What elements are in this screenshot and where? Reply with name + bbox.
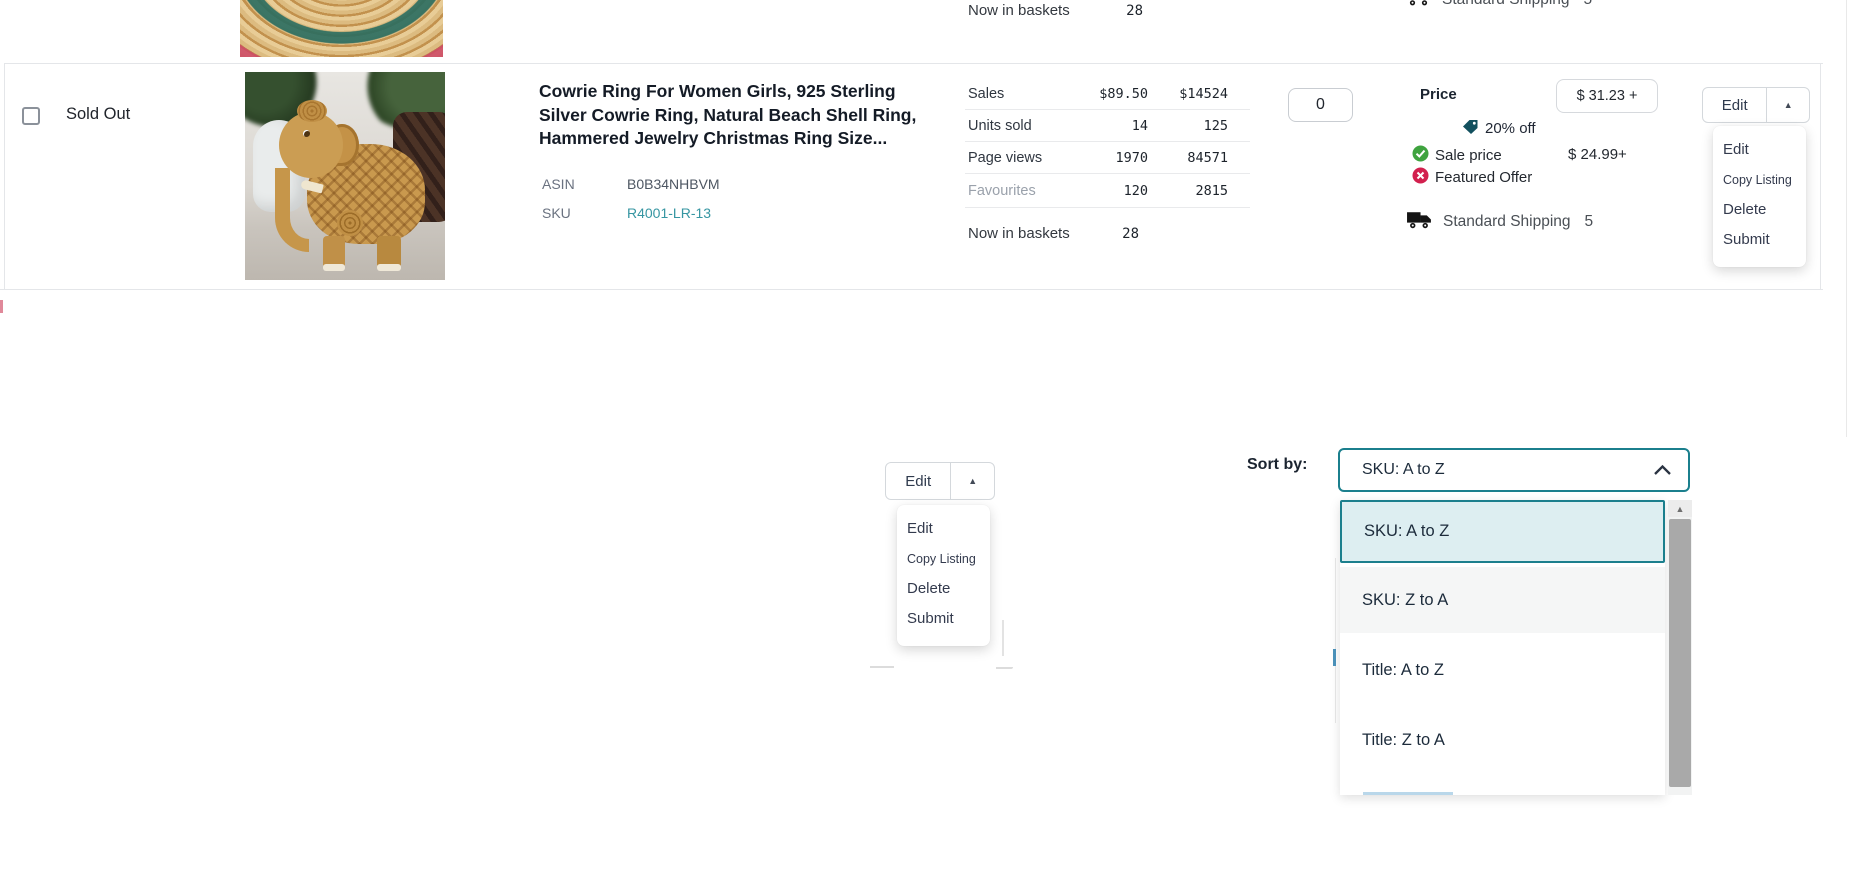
underlay-edge — [1335, 558, 1336, 723]
menu-item-delete[interactable]: Delete — [1723, 201, 1767, 218]
edit-button[interactable]: Edit — [1721, 96, 1748, 114]
x-circle-icon — [1412, 167, 1429, 188]
menu-item-copy-listing[interactable]: Copy Listing — [907, 552, 976, 566]
sku-label: SKU — [542, 205, 571, 221]
stat-row-views: Page views 1970 84571 — [965, 142, 1250, 174]
now-in-baskets-value: 28 — [1126, 3, 1144, 19]
stat-row-sales: Sales $89.50 $14524 — [965, 78, 1250, 110]
menu-item-edit[interactable]: Edit — [1723, 141, 1749, 158]
stat-value-period: $89.50 — [1099, 85, 1148, 102]
now-in-baskets-value: 28 — [1122, 226, 1140, 242]
edge-mark — [0, 300, 3, 313]
status-badge: Sold Out — [66, 105, 131, 123]
elephant-leg-shape — [323, 236, 345, 270]
stat-row-favourites: Favourites 120 2815 — [965, 174, 1250, 208]
scroll-up-button[interactable]: ▲ — [1668, 500, 1692, 517]
sort-option-title-a-z[interactable]: Title: A to Z — [1340, 637, 1665, 703]
ghost-outline-fragment — [996, 667, 1013, 669]
stat-value-period: 1970 — [1115, 149, 1148, 166]
sort-option-sku-a-z[interactable]: SKU: A to Z — [1340, 500, 1665, 563]
ghost-outline-fragment — [1002, 620, 1004, 656]
elephant-eye-shape — [303, 130, 310, 137]
sort-option-title-z-a[interactable]: Title: Z to A — [1340, 707, 1665, 773]
underlay-blue-edge — [1363, 792, 1453, 795]
stat-value-total: 84571 — [1187, 149, 1228, 166]
product-image-basket — [240, 0, 443, 57]
elephant-foot-shape — [323, 264, 345, 271]
discount-text: 20% off — [1485, 120, 1536, 137]
menu-item-submit[interactable]: Submit — [907, 610, 954, 627]
menu-item-submit[interactable]: Submit — [1723, 231, 1770, 248]
shipping-value: 5 — [1584, 213, 1594, 230]
row-edit-split-button: Edit ▲ — [1702, 87, 1810, 123]
asin-value: B0B34NHBVM — [627, 176, 720, 192]
price-label: Price — [1420, 86, 1457, 103]
menu-item-edit[interactable]: Edit — [907, 520, 933, 537]
sale-price-row: Sale price — [1412, 145, 1502, 166]
floating-edit-menu: Edit Copy Listing Delete Submit — [897, 505, 990, 646]
elephant-head-shape — [279, 112, 343, 178]
row-bottom-border — [0, 289, 1823, 290]
stat-label: Favourites — [968, 182, 1036, 199]
row-edit-menu: Edit Copy Listing Delete Submit — [1713, 126, 1806, 267]
stat-label: Units sold — [968, 117, 1032, 134]
now-in-baskets-label: Now in baskets — [968, 2, 1070, 19]
stats-table: Sales $89.50 $14524 Units sold 14 125 Pa… — [965, 78, 1250, 208]
discount-row: 20% off — [1462, 119, 1536, 138]
stat-value-total: 125 — [1203, 117, 1228, 134]
sku-value-link[interactable]: R4001-LR-13 — [627, 205, 712, 221]
elephant-ball-shape — [337, 210, 363, 236]
stat-value-period: 14 — [1131, 117, 1148, 134]
asin-label: ASIN — [542, 176, 575, 192]
featured-offer-label: Featured Offer — [1435, 169, 1533, 186]
stat-value-period: 120 — [1123, 182, 1148, 199]
chevron-up-icon[interactable]: ▲ — [1766, 88, 1809, 122]
stat-value-total: 2815 — [1195, 182, 1228, 199]
tag-icon — [1462, 119, 1479, 138]
page-scroll-edge — [1846, 0, 1847, 437]
row-divider — [4, 63, 1823, 64]
now-in-baskets-label: Now in baskets — [968, 225, 1070, 242]
chevron-up-icon — [1653, 464, 1672, 476]
sort-selected-value: SKU: A to Z — [1362, 461, 1445, 478]
elephant-crown-shape — [297, 100, 327, 122]
shipping-value: 5 — [1584, 0, 1593, 9]
sale-price-value: $ 24.99+ — [1568, 146, 1627, 163]
menu-item-copy-listing[interactable]: Copy Listing — [1723, 173, 1792, 187]
truck-icon — [1406, 210, 1433, 234]
sort-by-label: Sort by: — [1247, 456, 1308, 473]
shipping-label: Standard Shipping — [1442, 0, 1570, 9]
price-value-button[interactable]: $ 31.23 + — [1556, 79, 1658, 113]
product-image-elephant[interactable] — [245, 72, 445, 280]
check-circle-icon — [1412, 145, 1429, 166]
underlay-tick — [1333, 649, 1336, 666]
featured-offer-row: Featured Offer — [1412, 167, 1532, 188]
stat-label: Sales — [968, 85, 1005, 102]
stat-row-units: Units sold 14 125 — [965, 110, 1250, 142]
now-in-baskets-row: Now in baskets 28 — [968, 225, 1139, 243]
elephant-foot-shape — [377, 264, 401, 271]
sale-price-label: Sale price — [1435, 147, 1502, 164]
dropdown-scrollbar-thumb[interactable] — [1669, 519, 1691, 787]
stat-value-total: $14524 — [1179, 85, 1228, 102]
menu-item-delete[interactable]: Delete — [907, 580, 951, 597]
floating-edit-split-button: Edit ▲ — [885, 462, 995, 500]
edit-button[interactable]: Edit — [905, 472, 932, 490]
truck-icon — [1406, 0, 1432, 11]
shipping-label: Standard Shipping — [1443, 213, 1571, 230]
shipping-row: Standard Shipping 5 — [1406, 210, 1593, 234]
ghost-outline-fragment — [870, 666, 894, 668]
top-shipping-row: Standard Shipping 5 — [1406, 0, 1592, 11]
sort-option-sku-z-a[interactable]: SKU: Z to A — [1340, 567, 1665, 633]
sort-select[interactable]: SKU: A to Z — [1338, 448, 1690, 492]
chevron-up-icon[interactable]: ▲ — [950, 463, 994, 499]
top-now-in-baskets: Now in baskets 28 — [968, 2, 1143, 20]
product-title[interactable]: Cowrie Ring For Women Girls, 925 Sterlin… — [539, 81, 917, 148]
row-checkbox[interactable] — [22, 107, 40, 125]
row-left-border — [4, 63, 5, 289]
row-right-border — [1820, 63, 1821, 289]
quantity-input[interactable]: 0 — [1288, 88, 1353, 122]
stat-label: Page views — [968, 149, 1043, 166]
